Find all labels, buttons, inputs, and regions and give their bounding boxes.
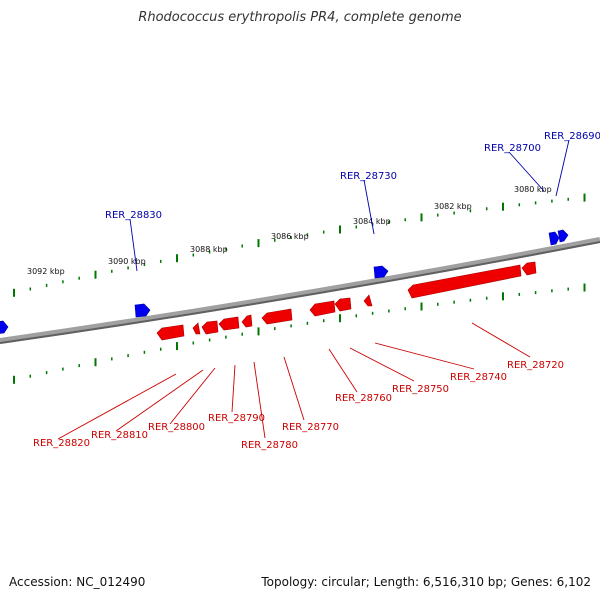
- gene-arrow[interactable]: [373, 265, 389, 279]
- gene-label[interactable]: RER_28700: [484, 143, 541, 154]
- label-leaders: [57, 139, 570, 440]
- gene-label[interactable]: RER_28740: [450, 372, 507, 383]
- gene-label[interactable]: RER_28770: [282, 422, 339, 433]
- gene-label[interactable]: RER_28760: [335, 393, 392, 404]
- gene-arrow[interactable]: [241, 314, 253, 328]
- tick-label: 3082 kbp: [434, 202, 472, 211]
- gene-arrow[interactable]: [261, 308, 293, 325]
- gene-arrow[interactable]: [334, 297, 352, 312]
- forward-gene-labels: RER_28690 RER_28700 RER_28730 RER_28830: [105, 131, 600, 221]
- scale-ticks: [13, 193, 586, 384]
- gene-arrow[interactable]: [0, 320, 9, 334]
- tick-label: 3092 kbp: [27, 267, 65, 276]
- gene-label[interactable]: RER_28720: [507, 360, 564, 371]
- reverse-gene-labels: RER_28720 RER_28740 RER_28750 RER_28760 …: [33, 360, 564, 451]
- gene-arrow[interactable]: [192, 322, 201, 335]
- gene-arrow[interactable]: [521, 261, 537, 276]
- gene-label[interactable]: RER_28810: [91, 430, 148, 441]
- tick-label: 3088 kbp: [190, 245, 228, 254]
- gene-arrow[interactable]: [156, 324, 185, 341]
- gene-label[interactable]: RER_28800: [148, 422, 205, 433]
- reverse-genes[interactable]: [156, 261, 537, 341]
- gene-label[interactable]: RER_28730: [340, 171, 397, 182]
- gene-label[interactable]: RER_28830: [105, 210, 162, 221]
- gene-arrow[interactable]: [134, 303, 151, 318]
- gene-arrow[interactable]: [407, 264, 522, 299]
- genome-info-text: Topology: circular; Length: 6,516,310 bp…: [261, 575, 591, 589]
- map-title: Rhodococcus erythropolis PR4, complete g…: [138, 10, 462, 25]
- tick-label: 3090 kbp: [108, 257, 146, 266]
- gene-label[interactable]: RER_28780: [241, 440, 298, 451]
- gene-arrow[interactable]: [218, 316, 240, 331]
- gene-arrow[interactable]: [201, 320, 219, 335]
- gene-label[interactable]: RER_28790: [208, 413, 265, 424]
- genome-backbone: [0, 237, 600, 344]
- tick-label: 3086 kbp: [271, 232, 309, 241]
- forward-genes[interactable]: [0, 229, 569, 334]
- gene-arrow[interactable]: [309, 300, 336, 317]
- gene-arrow[interactable]: [363, 294, 373, 307]
- gene-arrow[interactable]: [557, 229, 569, 243]
- gene-arrow[interactable]: [548, 231, 560, 246]
- accession-text: Accession: NC_012490: [9, 575, 146, 589]
- gene-label[interactable]: RER_28690: [544, 131, 600, 142]
- tick-label: 3080 kbp: [514, 185, 552, 194]
- gene-label[interactable]: RER_28750: [392, 384, 449, 395]
- gene-label[interactable]: RER_28820: [33, 438, 90, 449]
